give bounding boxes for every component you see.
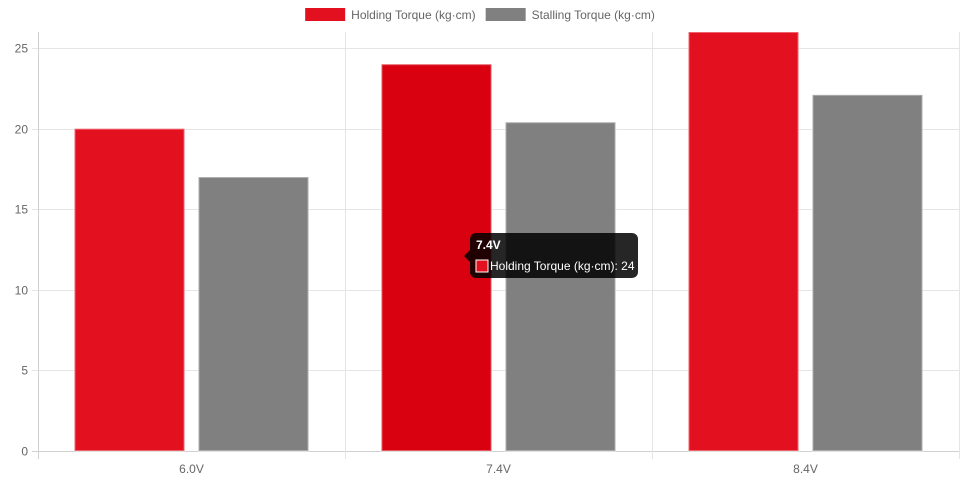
legend-swatch: [485, 8, 526, 21]
y-tick-label: 5: [21, 364, 28, 378]
tooltip-label: Holding Torque (kg·cm): 24: [490, 259, 635, 273]
x-tick-label: 7.4V: [486, 462, 511, 476]
x-tick-label: 8.4V: [793, 462, 818, 476]
bar[interactable]: [73, 127, 186, 452]
legend-item[interactable]: Stalling Torque (kg·cm): [485, 8, 655, 22]
legend: Holding Torque (kg·cm) Stalling Torque (k…: [305, 8, 655, 22]
tooltip: 7.4V Holding Torque (kg·cm): 24: [464, 233, 638, 278]
legend-label: Stalling Torque (kg·cm): [532, 8, 655, 22]
x-tick-label: 6.0V: [179, 462, 204, 476]
bar[interactable]: [504, 121, 617, 452]
y-tick-label: 10: [15, 284, 29, 298]
tooltip-caret: [464, 250, 470, 262]
bar[interactable]: [197, 176, 310, 453]
legend-swatch: [305, 8, 346, 21]
bar[interactable]: [811, 93, 924, 452]
tooltip-box: [470, 233, 638, 278]
tooltip-swatch: [475, 259, 489, 273]
legend-item[interactable]: Holding Torque (kg·cm): [305, 8, 476, 22]
y-tick-label: 20: [15, 123, 29, 137]
y-tick-label: 25: [15, 42, 29, 56]
legend-label: Holding Torque (kg·cm): [351, 8, 476, 22]
axis-layer: 0 5 10 15 20 25 6.0V 7.4V 8.4V: [15, 42, 818, 477]
y-tick-label: 0: [21, 445, 28, 459]
bar[interactable]: [687, 31, 800, 452]
tooltip-title: 7.4V: [476, 238, 501, 252]
y-tick-label: 15: [15, 203, 29, 217]
bars-layer: [73, 31, 924, 453]
